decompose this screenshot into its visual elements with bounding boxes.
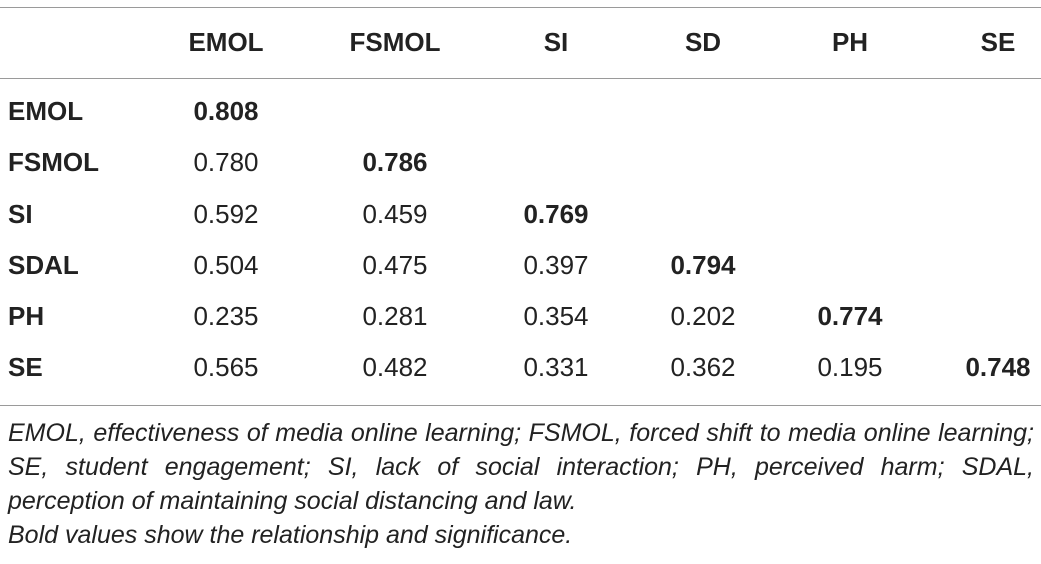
table-cell: 0.475 xyxy=(362,250,428,280)
table-cell: 0.592 xyxy=(193,199,259,229)
table-row: SI 0.592 0.459 0.769 xyxy=(0,196,1041,236)
table-top-rule xyxy=(0,7,1041,8)
table-header-row: EMOL FSMOL SI SD PH SE xyxy=(0,24,1041,60)
table-cell: 0.774 xyxy=(817,301,883,331)
table-row: SDAL 0.504 0.475 0.397 0.794 xyxy=(0,247,1041,287)
row-label: FSMOL xyxy=(8,147,99,177)
table-cell: 0.769 xyxy=(523,199,589,229)
table-cell: 0.195 xyxy=(817,352,883,382)
column-header-emol: EMOL xyxy=(188,27,264,57)
row-label: SE xyxy=(8,352,43,382)
row-label: SI xyxy=(8,199,33,229)
table-cell: 0.748 xyxy=(965,352,1031,382)
table-cell: 0.504 xyxy=(193,250,259,280)
table-cell: 0.780 xyxy=(193,147,259,177)
table-cell: 0.362 xyxy=(670,352,736,382)
table-header-rule xyxy=(0,78,1041,79)
table-row: EMOL 0.808 xyxy=(0,93,1041,133)
row-label: PH xyxy=(8,301,45,331)
table-cell: 0.331 xyxy=(523,352,589,382)
table-cell: 0.482 xyxy=(362,352,428,382)
table-cell: 0.354 xyxy=(523,301,589,331)
column-header-si: SI xyxy=(543,27,569,57)
table-cell: 0.202 xyxy=(670,301,736,331)
table-row: FSMOL 0.780 0.786 xyxy=(0,144,1041,184)
table-cell: 0.235 xyxy=(193,301,259,331)
column-header-sd: SD xyxy=(684,27,722,57)
table-cell: 0.786 xyxy=(362,147,428,177)
table-cell: 0.397 xyxy=(523,250,589,280)
column-header-fsmol: FSMOL xyxy=(349,27,441,57)
table-cell: 0.281 xyxy=(362,301,428,331)
table-row: SE 0.565 0.482 0.331 0.362 0.195 0.748 xyxy=(0,349,1041,389)
row-label: EMOL xyxy=(8,96,84,126)
table-cell: 0.794 xyxy=(670,250,736,280)
table-row: PH 0.235 0.281 0.354 0.202 0.774 xyxy=(0,298,1041,338)
table-cell: 0.808 xyxy=(193,96,259,126)
footnote-abbreviations: EMOL, effectiveness of media online lear… xyxy=(8,419,1034,515)
footnote-bold-note: Bold values show the relationship and si… xyxy=(8,521,573,549)
table-bottom-rule xyxy=(0,405,1041,406)
table-cell: 0.459 xyxy=(362,199,428,229)
table-cell: 0.565 xyxy=(193,352,259,382)
table-footnote: EMOL, effectiveness of media online lear… xyxy=(8,416,1034,552)
row-label: SDAL xyxy=(8,250,79,280)
column-header-se: SE xyxy=(980,27,1016,57)
column-header-ph: PH xyxy=(831,27,869,57)
